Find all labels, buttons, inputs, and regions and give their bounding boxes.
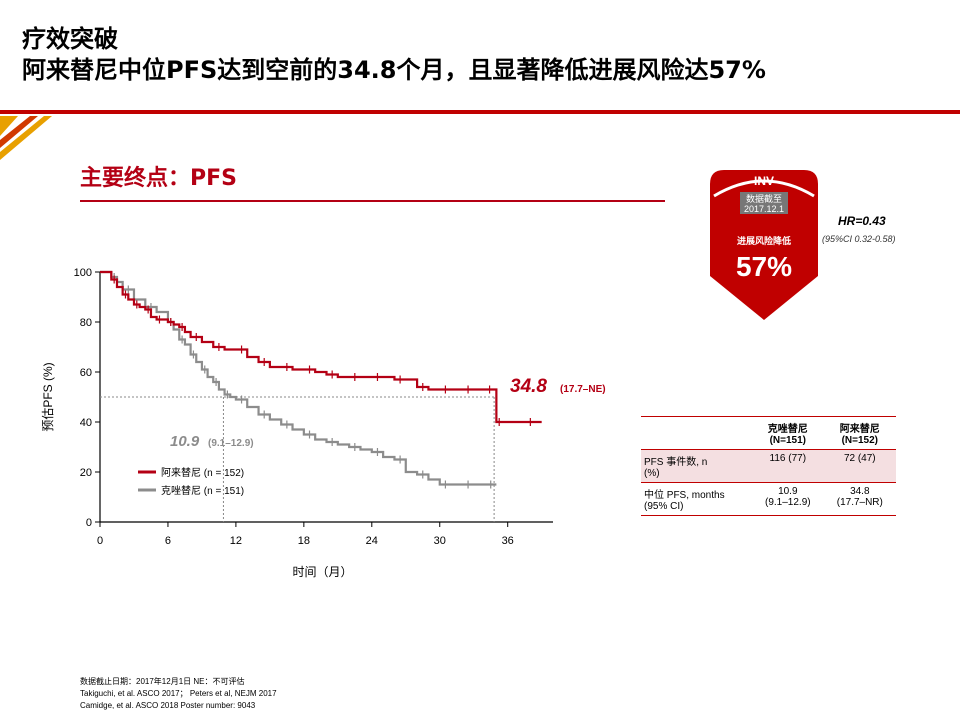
footnote-line: 数据截止日期：2017年12月1日 NE：不可评估	[80, 677, 245, 686]
alectinib-median-label: 34.8	[510, 376, 547, 397]
y-tick-label: 0	[86, 517, 92, 529]
footnote-line: Takiguchi, et al. ASCO 2017； Peters et a…	[80, 689, 277, 698]
table-header-cell: 克唑替尼 (N=151)	[767, 424, 808, 446]
table-header-cell: 阿来替尼 (N=152)	[839, 424, 880, 446]
table-cell: 10.9 (9.1–12.9)	[765, 486, 811, 508]
table-cell: 72 (47)	[843, 453, 876, 464]
badge-inv: INV	[754, 174, 774, 188]
crizotinib-curve	[100, 270, 497, 486]
badge-cutoff-date: 2017.12.1	[744, 204, 784, 214]
badge-risk-label: 进展风险降低	[737, 235, 791, 246]
x-tick-label: 12	[230, 535, 242, 547]
section-divider	[80, 200, 665, 202]
header-decoration	[0, 110, 960, 160]
x-tick-label: 30	[434, 535, 446, 547]
table-header-cell	[641, 417, 752, 450]
table-header-row: 克唑替尼 (N=151) 阿来替尼 (N=152)	[641, 416, 896, 450]
crizotinib-median-label: 10.9	[170, 433, 200, 450]
table-row: 中位 PFS, months (95% CI) 10.9 (9.1–12.9) …	[641, 483, 896, 516]
x-tick-label: 36	[502, 535, 514, 547]
slide-title-line1: 疗效突破	[22, 25, 118, 53]
footnote-line: Camidge, et al. ASCO 2018 Poster number:…	[80, 701, 256, 710]
table-cell: PFS 事件数, n (%)	[644, 457, 708, 479]
x-tick-label: 6	[165, 535, 171, 547]
pfs-summary-table: 克唑替尼 (N=151) 阿来替尼 (N=152) PFS 事件数, n (%)…	[641, 416, 896, 516]
y-tick-label: 100	[74, 267, 92, 279]
section-title: 主要终点：PFS	[80, 166, 237, 191]
y-tick-label: 20	[80, 467, 92, 479]
x-tick-label: 24	[366, 535, 378, 547]
y-tick-label: 40	[80, 417, 92, 429]
alectinib-curve	[100, 270, 542, 424]
slide-title: 疗效突破 阿来替尼中位PFS达到空前的34.8个月，且显著降低进展风险达57%	[22, 24, 766, 86]
x-tick-label: 18	[298, 535, 310, 547]
risk-badge: INV 数据截至 2017.12.1 进展风险降低 57%	[710, 170, 818, 320]
x-tick-label: 0	[97, 535, 103, 547]
legend-label: 克唑替尼 (n = 151)	[161, 484, 244, 497]
badge-cutoff-label: 数据截至	[746, 193, 782, 204]
table-cell: 116 (77)	[769, 453, 807, 464]
badge-risk-value: 57%	[736, 251, 792, 282]
y-tick-label: 80	[80, 317, 92, 329]
y-axis-title: 预估PFS (%)	[41, 362, 55, 431]
legend-label: 阿来替尼 (n = 152)	[161, 466, 244, 479]
table-cell: 中位 PFS, months (95% CI)	[644, 490, 725, 512]
alectinib-median-ci: (17.7–NE)	[560, 384, 606, 395]
crizotinib-median-ci: (9.1–12.9)	[208, 438, 254, 449]
table-cell: 34.8 (17.7–NR)	[836, 486, 883, 508]
hazard-ratio-ci: (95%CI 0.32-0.58)	[822, 234, 896, 244]
footnotes: 数据截止日期：2017年12月1日 NE：不可评估 Takiguchi, et …	[80, 676, 277, 712]
table-row: PFS 事件数, n (%) 116 (77) 72 (47)	[641, 449, 896, 483]
x-axis-title: 时间（月）	[292, 565, 352, 579]
y-tick-label: 60	[80, 367, 92, 379]
hazard-ratio: HR=0.43	[838, 214, 886, 228]
slide-title-line2: 阿来替尼中位PFS达到空前的34.8个月，且显著降低进展风险达57%	[22, 56, 766, 84]
